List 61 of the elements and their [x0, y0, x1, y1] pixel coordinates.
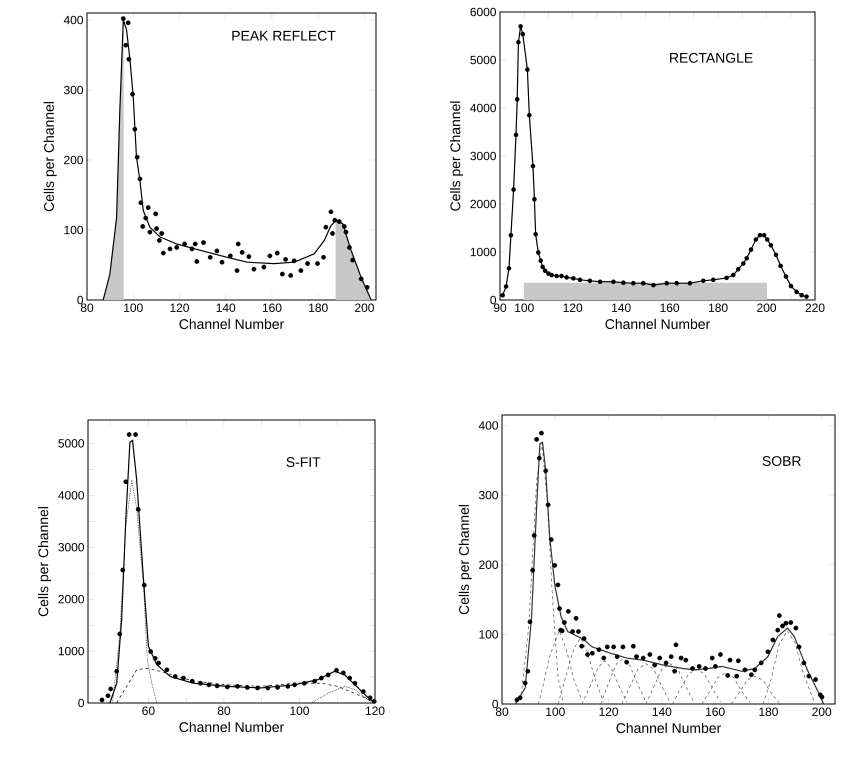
y-tick-label: 2000: [470, 200, 496, 208]
x-tick-label: 140: [652, 708, 672, 716]
x-tick-label: 160: [660, 304, 680, 312]
y-tick-label: 5000: [58, 439, 84, 448]
y-tick-label: 6000: [470, 8, 496, 16]
x-axis-title: Channel Number: [616, 722, 721, 734]
y-tick-label: 3000: [58, 542, 84, 552]
y-tick-label: 0: [77, 296, 84, 304]
x-tick-label: 200: [757, 304, 776, 312]
y-tick-label: 200: [479, 560, 498, 569]
x-tick-label: 80: [496, 708, 508, 716]
y-tick-label: 400: [478, 421, 498, 430]
x-tick-label: 100: [124, 304, 143, 312]
x-tick-label: 180: [759, 708, 778, 716]
y-tick-label: 1000: [58, 646, 84, 656]
x-tick-label: 120: [600, 708, 618, 716]
y-tick-label: 0: [492, 700, 498, 708]
x-tick-label: 80: [218, 706, 230, 715]
x-tick-label: 120: [366, 706, 385, 715]
text: S-FIT: [286, 457, 320, 468]
x-tick-label: 100: [546, 708, 565, 716]
x-tick-label: 160: [262, 304, 282, 312]
y-tick-label: 200: [64, 156, 84, 164]
y-tick-label: 100: [64, 226, 84, 234]
y-tick-label: 2000: [58, 594, 84, 604]
x-tick-label: 160: [706, 708, 725, 716]
x-tick-label: 60: [142, 706, 155, 715]
y-tick-label: 300: [478, 490, 498, 500]
y-tick-label: 4000: [470, 104, 496, 112]
x-tick-label: 220: [806, 304, 825, 312]
y-tick-label: 4000: [58, 491, 84, 500]
y-tick-label: 0: [490, 296, 496, 304]
y-tick-label: 400: [64, 16, 84, 24]
x-tick-label: 80: [80, 304, 94, 312]
y-tick-label: 3000: [470, 152, 496, 160]
x-tick-label: 100: [515, 304, 534, 312]
x-axis-title: Channel Number: [179, 318, 284, 330]
y-tick-label: 0: [78, 698, 84, 708]
text: PEAK REFLECT: [232, 30, 336, 41]
y-tick-label: 1000: [470, 248, 496, 256]
y-axis-title: Cells per Channel: [458, 505, 472, 614]
x-tick-label: 140: [612, 304, 631, 312]
y-tick-label: 5000: [470, 56, 496, 64]
x-tick-label: 120: [170, 304, 189, 312]
x-tick-label: 200: [812, 708, 832, 716]
y-axis-title: Cells per Channel: [38, 507, 52, 616]
x-tick-label: 180: [709, 304, 728, 312]
text: RECTANGLE: [670, 52, 753, 63]
x-tick-label: 200: [355, 304, 374, 312]
y-tick-label: 100: [479, 630, 498, 639]
x-tick-label: 120: [564, 304, 582, 312]
y-axis-title: Cells per Channel: [44, 102, 57, 212]
x-tick-label: 90: [494, 304, 506, 312]
y-tick-label: 300: [64, 86, 84, 94]
x-tick-label: 100: [290, 706, 309, 715]
x-tick-label: 140: [216, 304, 236, 312]
x-axis-title: Channel Number: [605, 318, 710, 330]
x-tick-label: 180: [309, 304, 328, 312]
text: SOBR: [762, 456, 801, 466]
y-axis-title: Cells per Channel: [450, 102, 464, 211]
x-axis-title: Channel Number: [179, 722, 284, 732]
